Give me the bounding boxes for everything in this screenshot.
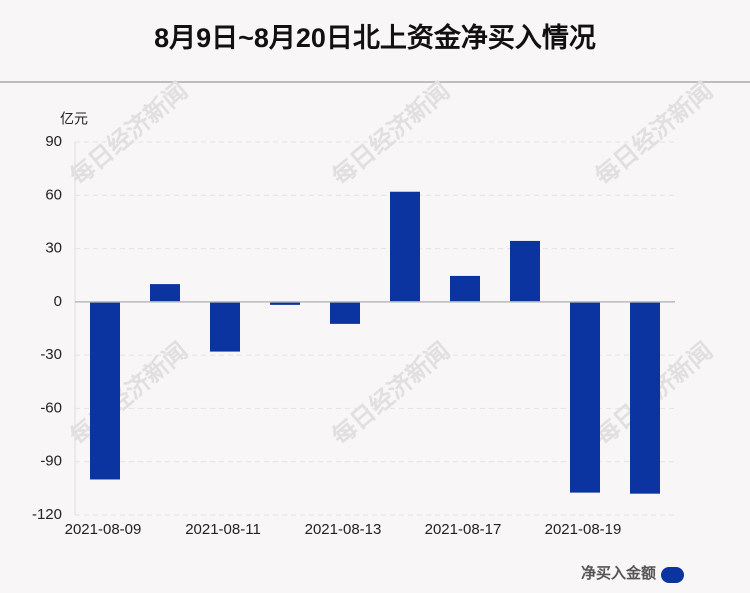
bar: [150, 284, 180, 302]
x-tick-label: 2021-08-19: [545, 521, 622, 538]
bar: [450, 275, 480, 302]
y-tick-label: 60: [45, 186, 62, 203]
bar: [330, 301, 360, 324]
y-tick-label: -120: [32, 506, 62, 523]
x-tick-label: 2021-08-13: [305, 521, 382, 538]
y-tick-label: 0: [54, 293, 62, 310]
bar: [390, 191, 420, 302]
y-tick-label: 30: [45, 240, 62, 257]
bar: [90, 301, 120, 480]
y-tick-label: 90: [45, 133, 62, 150]
y-tick-label: -30: [40, 346, 62, 363]
bar: [630, 301, 660, 494]
x-tick-label: 2021-08-11: [185, 521, 261, 538]
legend-label: 净买入金额: [581, 564, 656, 582]
bar: [270, 301, 300, 305]
y-tick-label: -90: [40, 453, 62, 470]
x-tick-label: 2021-08-17: [425, 521, 502, 538]
bar: [510, 240, 540, 302]
y-tick-label: -60: [40, 399, 62, 416]
chart-title: 8月9日~8月20日北上资金净买入情况: [154, 22, 596, 53]
bar: [210, 301, 240, 352]
bar: [570, 301, 600, 493]
x-tick-label: 2021-08-09: [65, 521, 142, 538]
legend-swatch: [661, 567, 684, 583]
y-axis-label: 亿元: [60, 111, 88, 127]
